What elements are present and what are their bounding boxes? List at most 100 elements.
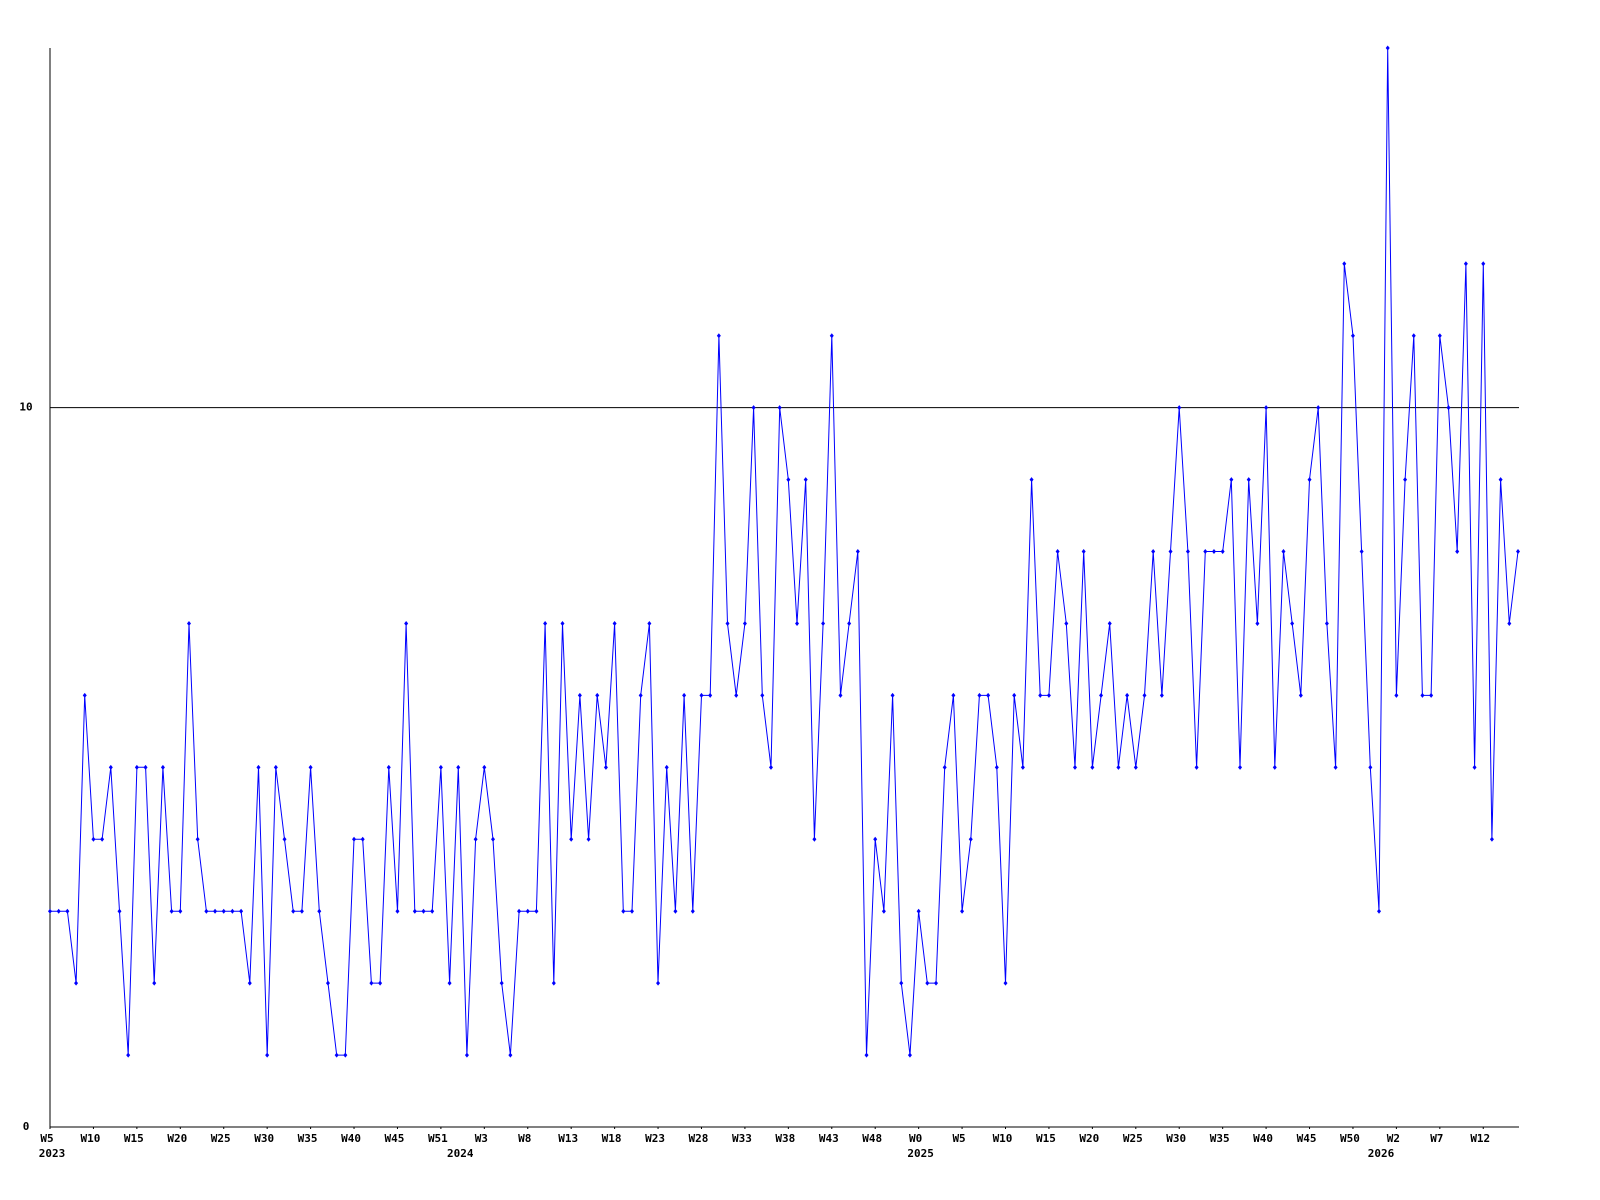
- x-tick-label: W30: [1166, 1132, 1186, 1145]
- data-point: [1498, 477, 1503, 483]
- x-tick-label: W35: [298, 1132, 318, 1145]
- data-point: [91, 836, 96, 842]
- data-point: [464, 1052, 469, 1058]
- x-tick-label: W48: [862, 1132, 882, 1145]
- data-point: [690, 908, 695, 914]
- data-point: [1142, 692, 1147, 698]
- data-point: [369, 980, 374, 986]
- x-tick-label: W20: [167, 1132, 187, 1145]
- data-point: [1133, 764, 1138, 770]
- data-point: [517, 908, 522, 914]
- x-tick-label: W51: [428, 1132, 448, 1145]
- data-point: [299, 908, 304, 914]
- data-point: [1081, 549, 1086, 555]
- data-point: [473, 836, 478, 842]
- data-point: [1359, 549, 1364, 555]
- data-point: [360, 836, 365, 842]
- data-point: [343, 1052, 348, 1058]
- data-point: [1177, 405, 1182, 411]
- data-point: [742, 620, 747, 626]
- x-tick-label: W12: [1470, 1132, 1490, 1145]
- data-point: [1463, 261, 1468, 267]
- data-point: [1385, 45, 1390, 51]
- data-point: [829, 333, 834, 339]
- data-point: [986, 692, 991, 698]
- data-point: [1055, 549, 1060, 555]
- data-point: [708, 692, 713, 698]
- data-point: [960, 908, 965, 914]
- data-point: [1211, 549, 1216, 555]
- data-point: [682, 692, 687, 698]
- data-point: [916, 908, 921, 914]
- data-point: [421, 908, 426, 914]
- data-point: [447, 980, 452, 986]
- data-point: [308, 764, 313, 770]
- data-point: [1159, 692, 1164, 698]
- x-tick-label: W2: [1387, 1132, 1400, 1145]
- x-tick-label: W40: [1253, 1132, 1273, 1145]
- data-point: [881, 908, 886, 914]
- data-point: [977, 692, 982, 698]
- year-label: 2025: [907, 1147, 934, 1160]
- x-tick-label: W5: [40, 1132, 53, 1145]
- data-point: [499, 980, 504, 986]
- data-point: [1507, 620, 1512, 626]
- data-point: [1064, 620, 1069, 626]
- x-tick-label: W8: [518, 1132, 531, 1145]
- x-tick-label: W3: [475, 1132, 488, 1145]
- data-point: [221, 908, 226, 914]
- y-tick-label: 0: [23, 1120, 30, 1133]
- x-tick-label: W15: [124, 1132, 144, 1145]
- data-point: [265, 1052, 270, 1058]
- data-point: [395, 908, 400, 914]
- x-tick-label: W15: [1036, 1132, 1056, 1145]
- data-point: [317, 908, 322, 914]
- data-point: [855, 549, 860, 555]
- x-tick-label: W18: [602, 1132, 622, 1145]
- data-point: [378, 980, 383, 986]
- data-point: [864, 1052, 869, 1058]
- data-point: [1238, 764, 1243, 770]
- data-point: [951, 692, 956, 698]
- x-tick-label: W25: [1123, 1132, 1143, 1145]
- data-point: [768, 764, 773, 770]
- data-point: [65, 908, 70, 914]
- data-point: [1368, 764, 1373, 770]
- data-point: [777, 405, 782, 411]
- data-point: [239, 908, 244, 914]
- data-point: [1333, 764, 1338, 770]
- data-point: [1472, 764, 1477, 770]
- data-point: [508, 1052, 513, 1058]
- year-label: 2023: [39, 1147, 66, 1160]
- data-point: [1446, 405, 1451, 411]
- data-point: [1125, 692, 1130, 698]
- x-tick-label: W50: [1340, 1132, 1360, 1145]
- data-point: [1403, 477, 1408, 483]
- data-point: [821, 620, 826, 626]
- x-tick-label: W10: [80, 1132, 100, 1145]
- data-point: [612, 620, 617, 626]
- data-point: [560, 620, 565, 626]
- data-point: [247, 980, 252, 986]
- data-point: [204, 908, 209, 914]
- data-point: [1350, 333, 1355, 339]
- data-point: [1099, 692, 1104, 698]
- y-tick-label: 10: [19, 401, 32, 414]
- data-point: [491, 836, 496, 842]
- x-tick-label: W28: [689, 1132, 709, 1145]
- data-point: [734, 692, 739, 698]
- data-point: [1012, 692, 1017, 698]
- data-point: [213, 908, 218, 914]
- data-point: [169, 908, 174, 914]
- data-point: [838, 692, 843, 698]
- data-point: [647, 620, 652, 626]
- data-point: [1046, 692, 1051, 698]
- data-point: [699, 692, 704, 698]
- data-point: [1264, 405, 1269, 411]
- data-point: [438, 764, 443, 770]
- data-point: [143, 764, 148, 770]
- data-point: [751, 405, 756, 411]
- data-point: [664, 764, 669, 770]
- data-point: [812, 836, 817, 842]
- data-point: [760, 692, 765, 698]
